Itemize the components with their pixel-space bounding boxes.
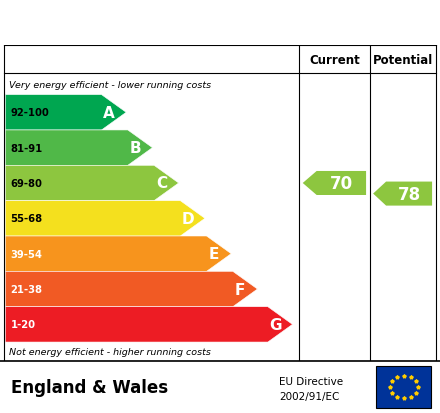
Polygon shape [5, 236, 231, 272]
Text: 81-91: 81-91 [11, 143, 43, 153]
Polygon shape [5, 307, 293, 342]
Text: 21-38: 21-38 [11, 284, 43, 294]
Text: D: D [181, 211, 194, 226]
Text: 39-54: 39-54 [11, 249, 43, 259]
Text: G: G [269, 317, 282, 332]
Text: Current: Current [309, 54, 360, 66]
Text: Energy Efficiency Rating: Energy Efficiency Rating [11, 13, 299, 33]
Text: EU Directive: EU Directive [279, 376, 344, 386]
Text: 70: 70 [330, 175, 353, 192]
Text: England & Wales: England & Wales [11, 378, 168, 396]
Polygon shape [5, 131, 152, 166]
Text: 92-100: 92-100 [11, 108, 49, 118]
Text: B: B [129, 141, 141, 156]
Text: C: C [156, 176, 167, 191]
Polygon shape [5, 272, 257, 307]
Text: 2002/91/EC: 2002/91/EC [279, 392, 340, 401]
Text: 69-80: 69-80 [11, 178, 42, 188]
Text: 55-68: 55-68 [11, 214, 43, 224]
Polygon shape [5, 166, 179, 201]
Bar [376, 366, 431, 408]
Text: A: A [103, 106, 115, 121]
Polygon shape [5, 95, 126, 131]
Text: F: F [235, 282, 246, 297]
Text: 78: 78 [397, 185, 421, 203]
Text: 1-20: 1-20 [11, 320, 36, 330]
Text: E: E [209, 247, 219, 261]
Text: Potential: Potential [373, 54, 433, 66]
Polygon shape [303, 171, 366, 195]
Polygon shape [373, 182, 432, 206]
Text: Very energy efficient - lower running costs: Very energy efficient - lower running co… [9, 81, 211, 89]
Text: Not energy efficient - higher running costs: Not energy efficient - higher running co… [9, 347, 211, 356]
Polygon shape [5, 201, 205, 236]
